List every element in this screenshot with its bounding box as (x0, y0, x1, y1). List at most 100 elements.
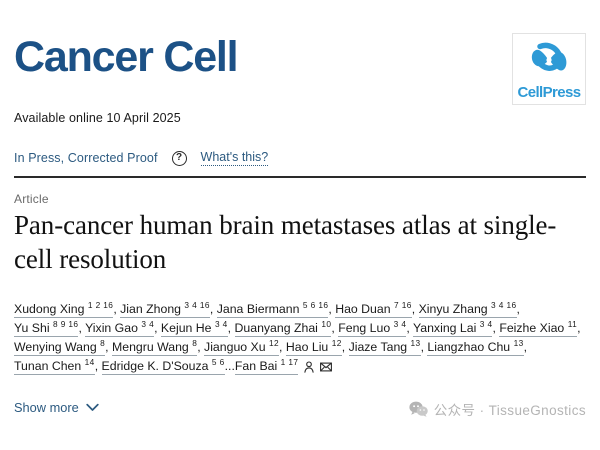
chevron-down-icon (86, 403, 99, 411)
author-separator: , (94, 359, 102, 373)
author-entry: Hao Liu 12 (285, 337, 342, 356)
author-entry: Wenying Wang 8 (14, 337, 106, 356)
author-affiliation-markers: 14 (84, 356, 95, 367)
author-profile-icon[interactable] (303, 361, 315, 373)
author-affiliation-markers: 8 (192, 337, 198, 348)
author-affiliation-markers: 1 17 (280, 356, 299, 367)
author-name-link[interactable]: Jana Biermann 5 6 16 (216, 299, 329, 318)
author-entry: Yixin Gao 3 4 (85, 318, 155, 337)
author-entry: Jian Zhong 3 4 16 (120, 299, 210, 318)
author-separator: , (328, 302, 336, 316)
author-entry: Fan Bai 1 17 (234, 356, 299, 375)
author-name-link[interactable]: Yixin Gao 3 4 (85, 318, 155, 337)
available-online-date: Available online 10 April 2025 (14, 111, 181, 125)
corresponding-email-icon[interactable] (320, 361, 333, 373)
author-name-link[interactable]: Xudong Xing 1 2 16 (14, 299, 114, 318)
author-separator: , (420, 340, 428, 354)
author-entry: Hao Duan 7 16 (335, 299, 412, 318)
author-affiliation-markers: 5 6 16 (302, 299, 329, 310)
author-affiliation-markers: 3 4 (393, 318, 407, 329)
whats-this-link[interactable]: What's this? (200, 150, 269, 166)
status-badge: In Press, Corrected Proof (14, 151, 158, 165)
header-divider (14, 176, 586, 178)
author-affiliation-markers: 7 16 (393, 299, 412, 310)
publication-status-row: In Press, Corrected Proof ? What's this? (14, 149, 269, 167)
author-separator: , (406, 321, 413, 335)
author-entry: Duanyang Zhai 10 (234, 318, 332, 337)
author-affiliation-markers: 3 4 16 (491, 299, 517, 310)
author-name-link[interactable]: Mengru Wang 8 (111, 337, 198, 356)
author-separator: , (154, 321, 161, 335)
author-affiliation-markers: 3 4 (214, 318, 228, 329)
author-entry: Liangzhao Chu 13 (427, 337, 524, 356)
author-affiliation-markers: 3 4 16 (184, 299, 210, 310)
author-entry: Yanxing Lai 3 4 (412, 318, 493, 337)
author-separator: , (113, 302, 121, 316)
author-entry: Tunan Chen 14 (14, 356, 95, 375)
author-entry: Xudong Xing 1 2 16 (14, 299, 114, 318)
author-affiliation-markers: 3 4 (141, 318, 155, 329)
author-name-link[interactable]: Jiaze Tang 13 (348, 337, 421, 356)
document-type-label: Article (14, 192, 49, 206)
wechat-watermark: 公众号 · TissueGnostics (409, 399, 586, 419)
question-mark-circle-icon[interactable]: ? (171, 150, 187, 166)
author-affiliation-markers: 12 (269, 337, 280, 348)
author-entry: Jiaze Tang 13 (348, 337, 421, 356)
author-entry: Feng Luo 3 4 (338, 318, 407, 337)
author-affiliation-markers: 8 (100, 337, 106, 348)
author-entry: Kejun He 3 4 (160, 318, 228, 337)
author-affiliation-markers: 12 (331, 337, 342, 348)
author-entry: Jana Biermann 5 6 16 (216, 299, 329, 318)
author-list: Xudong Xing 1 2 16, Jian Zhong 3 4 16, J… (14, 300, 590, 376)
author-name-link[interactable]: Jianguo Xu 12 (204, 337, 280, 356)
journal-masthead: Cancer Cell CellPress (14, 33, 586, 114)
author-separator: , (78, 321, 86, 335)
author-affiliation-markers: 13 (513, 337, 524, 348)
author-separator: , (331, 321, 339, 335)
author-meta-icons (303, 361, 333, 373)
cellpress-wordmark: CellPress (517, 84, 582, 101)
author-entry: Edridge K. D'Souza 5 6 (101, 356, 225, 375)
author-separator: , (209, 302, 217, 316)
author-name-link[interactable]: Kejun He 3 4 (160, 318, 228, 337)
author-affiliation-markers: 10 (321, 318, 332, 329)
author-separator: , (279, 340, 286, 354)
author-name-link[interactable]: Feng Luo 3 4 (338, 318, 407, 337)
author-separator: , (227, 321, 235, 335)
author-name-link[interactable]: Xinyu Zhang 3 4 16 (418, 299, 517, 318)
author-name-link[interactable]: Duanyang Zhai 10 (234, 318, 332, 337)
author-affiliation-markers: 13 (410, 337, 421, 348)
show-more-button[interactable]: Show more (14, 400, 99, 415)
author-entry: Yu Shi 8 9 16 (14, 318, 79, 337)
author-separator: , (577, 321, 581, 335)
author-separator: , (492, 321, 500, 335)
author-list-truncation: ... (224, 359, 235, 373)
author-name-link[interactable]: Hao Liu 12 (285, 337, 342, 356)
author-name-link[interactable]: Tunan Chen 14 (14, 356, 95, 375)
author-name-link[interactable]: Feizhe Xiao 11 (499, 318, 578, 337)
cellpress-logo[interactable]: CellPress (512, 33, 586, 105)
author-name-link[interactable]: Fan Bai 1 17 (234, 356, 299, 375)
author-separator: , (197, 340, 205, 354)
author-name-link[interactable]: Jian Zhong 3 4 16 (120, 299, 210, 318)
watermark-text: 公众号 · TissueGnostics (433, 403, 586, 418)
author-separator: , (105, 340, 112, 354)
author-entry: Feizhe Xiao 11 (499, 318, 578, 337)
author-affiliation-markers: 1 2 16 (87, 299, 114, 310)
show-more-label: Show more (14, 400, 79, 415)
journal-title[interactable]: Cancer Cell (14, 33, 239, 81)
author-entry: Mengru Wang 8 (111, 337, 198, 356)
author-affiliation-markers: 8 9 16 (52, 318, 79, 329)
author-separator: , (411, 302, 419, 316)
author-name-link[interactable]: Wenying Wang 8 (14, 337, 106, 356)
author-name-link[interactable]: Yu Shi 8 9 16 (14, 318, 79, 337)
author-separator: , (516, 302, 520, 316)
author-name-link[interactable]: Hao Duan 7 16 (335, 299, 412, 318)
author-name-link[interactable]: Yanxing Lai 3 4 (412, 318, 493, 337)
author-separator: , (341, 340, 349, 354)
wechat-icon (409, 401, 428, 417)
author-entry: Jianguo Xu 12 (204, 337, 280, 356)
author-name-link[interactable]: Liangzhao Chu 13 (427, 337, 524, 356)
author-affiliation-markers: 5 6 (211, 356, 225, 367)
author-name-link[interactable]: Edridge K. D'Souza 5 6 (101, 356, 225, 375)
